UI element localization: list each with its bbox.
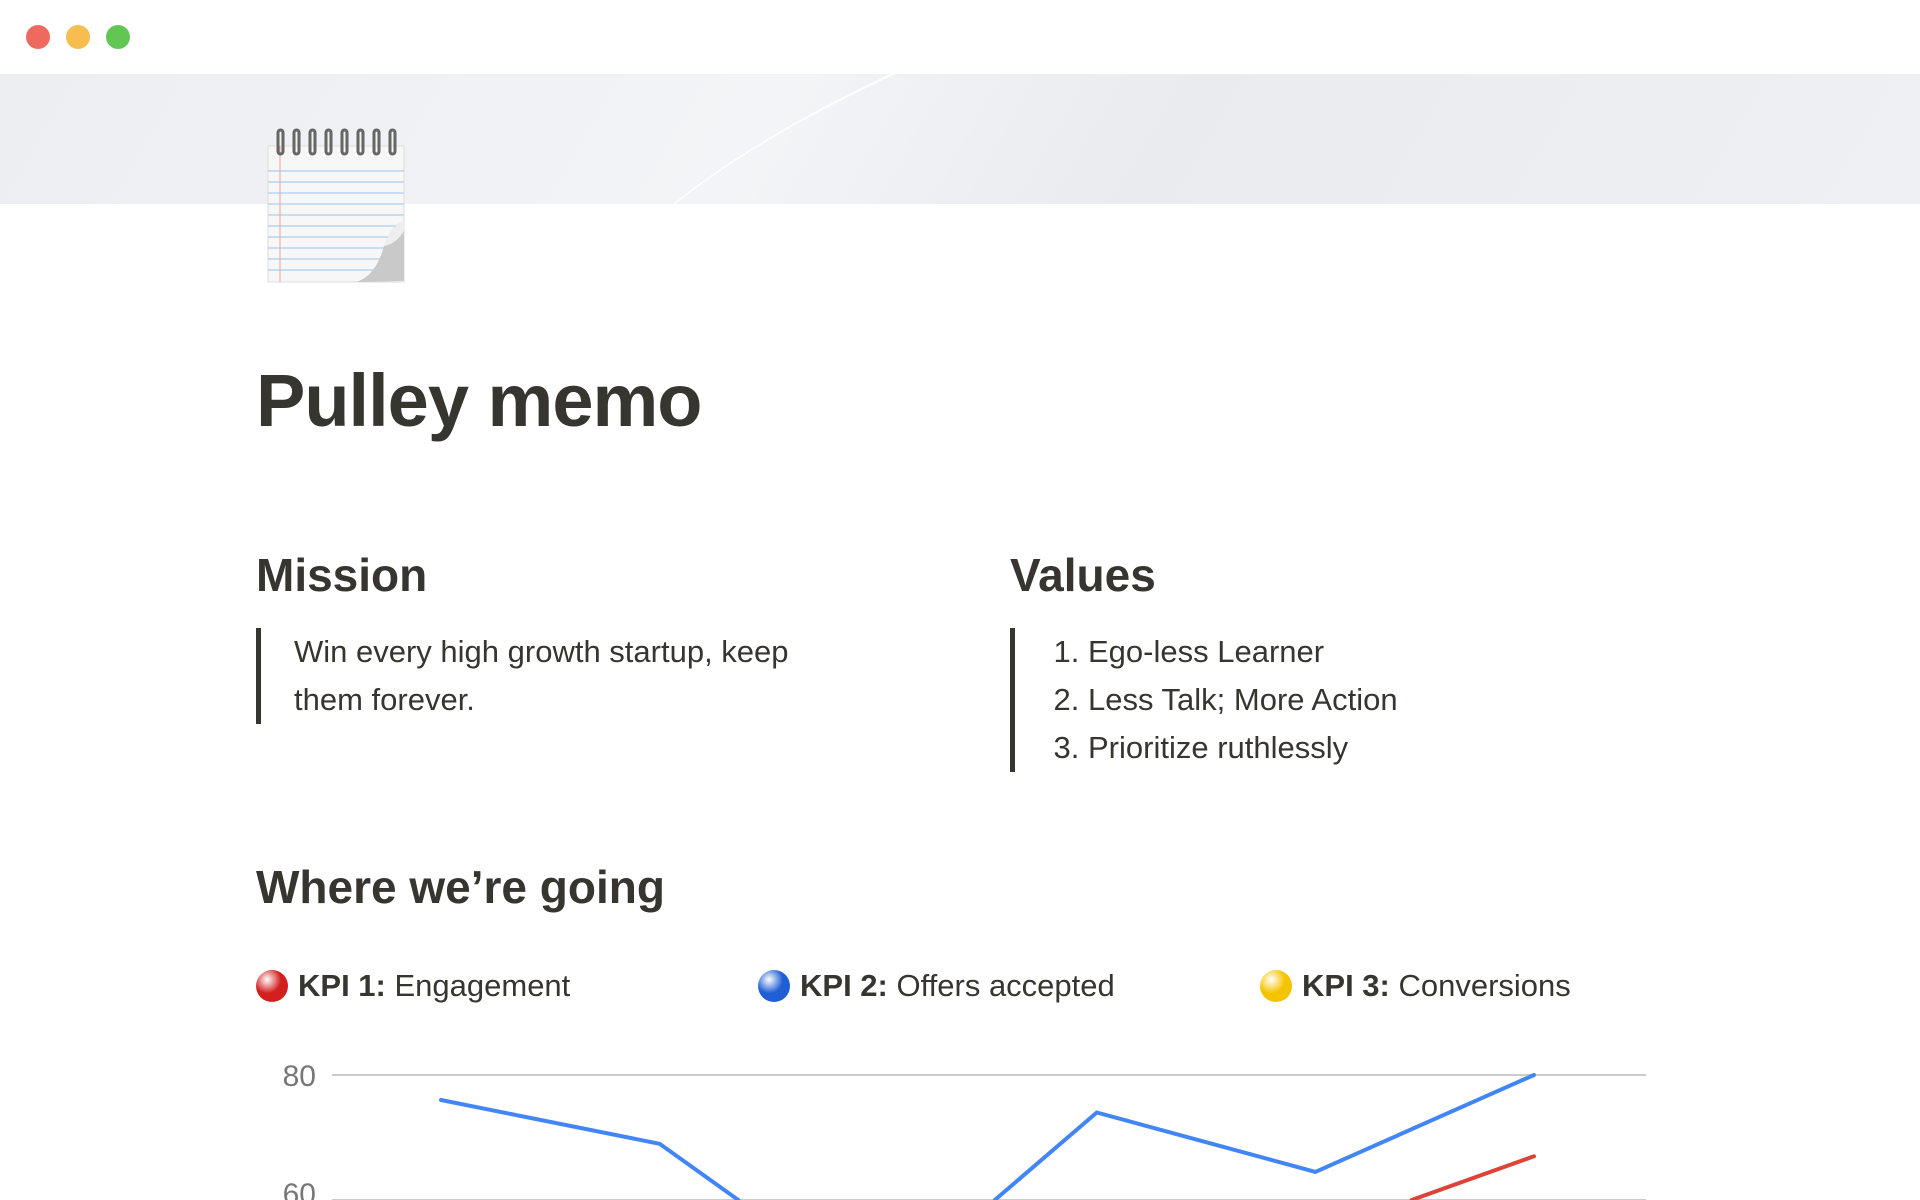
close-window-button[interactable] [26,25,50,49]
y-tick-label: 60 [283,1178,316,1200]
values-list: Ego-less Learner Less Talk; More Action … [1048,628,1548,772]
value-item: Less Talk; More Action [1088,676,1548,724]
series-line-1 [439,1073,1536,1200]
minimize-window-button[interactable] [66,25,90,49]
kpi-name: Offers accepted [896,968,1115,1003]
kpi-3: KPI 3: Conversions [1260,968,1571,1004]
values-quote: Ego-less Learner Less Talk; More Action … [1010,628,1548,772]
value-item: Ego-less Learner [1088,628,1548,676]
values-heading: Values [1010,549,1156,601]
kpi-line-chart: 80 60 [283,1060,1646,1200]
kpi-2: KPI 2: Offers accepted [758,968,1115,1004]
kpi-label: KPI 3: [1302,968,1390,1003]
yellow-circle-icon [1260,970,1292,1002]
mission-heading: Mission [256,549,428,601]
spiral-notepad-icon[interactable] [266,126,406,286]
page-title[interactable]: Pulley memo [256,359,703,442]
kpi-1: KPI 1: Engagement [256,968,570,1004]
y-tick-label: 80 [283,1060,316,1093]
kpi-name: Engagement [394,968,571,1003]
mission-quote: Win every high growth startup, keep them… [256,628,834,724]
red-circle-icon [256,970,288,1002]
value-item: Prioritize ruthlessly [1088,724,1548,772]
series-line-2 [1409,1154,1536,1200]
kpi-label: KPI 1: [298,968,386,1003]
mission-text: Win every high growth startup, keep them… [294,634,789,717]
blue-circle-icon [758,970,790,1002]
kpi-name: Conversions [1398,968,1571,1003]
zoom-window-button[interactable] [106,25,130,49]
where-going-heading: Where we’re going [256,861,665,913]
kpi-label: KPI 2: [800,968,888,1003]
